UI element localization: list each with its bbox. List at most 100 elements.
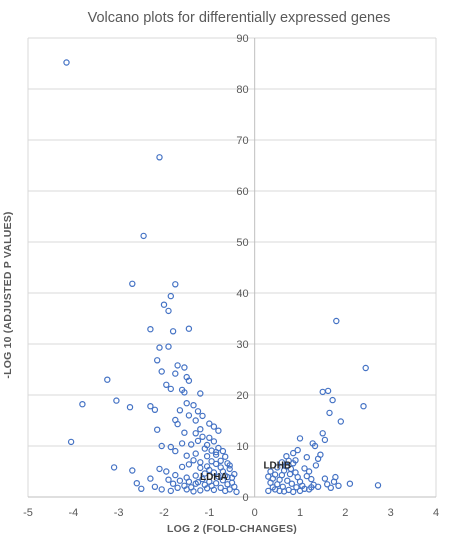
data-point bbox=[190, 402, 197, 409]
data-point bbox=[212, 460, 220, 468]
x-tick-label: -1 bbox=[204, 507, 214, 519]
data-point bbox=[206, 466, 213, 474]
data-point bbox=[278, 459, 286, 466]
gene-label: LDHB bbox=[263, 460, 291, 471]
data-point bbox=[138, 485, 145, 492]
data-point bbox=[360, 403, 367, 410]
data-point bbox=[362, 364, 369, 372]
data-point bbox=[174, 362, 181, 369]
data-point bbox=[290, 449, 297, 457]
y-tick-labels: 0 10 20 30 40 50 60 70 80 90 bbox=[236, 33, 248, 504]
data-point bbox=[133, 480, 140, 487]
data-point bbox=[181, 389, 188, 396]
data-point bbox=[221, 487, 229, 495]
data-point bbox=[274, 464, 281, 471]
data-point bbox=[156, 154, 163, 161]
data-point bbox=[187, 441, 195, 448]
data-point bbox=[212, 451, 220, 458]
data-point bbox=[301, 465, 308, 472]
data-point bbox=[335, 482, 342, 489]
y-tick-label: 50 bbox=[236, 237, 248, 249]
data-point bbox=[290, 488, 297, 496]
data-point bbox=[172, 370, 179, 377]
data-point bbox=[311, 442, 319, 450]
x-tick-label: 2 bbox=[342, 507, 348, 519]
data-point bbox=[324, 387, 332, 395]
data-point bbox=[172, 447, 179, 455]
data-point bbox=[167, 487, 174, 495]
x-axis-title: LOG 2 (FOLD-CHANGES) bbox=[167, 523, 297, 535]
data-point bbox=[215, 473, 222, 480]
data-point bbox=[181, 429, 188, 436]
data-point bbox=[197, 390, 204, 397]
data-point bbox=[199, 475, 206, 483]
y-tick-label: 60 bbox=[236, 186, 248, 198]
data-point bbox=[185, 377, 193, 384]
data-point bbox=[224, 473, 231, 481]
data-point bbox=[199, 412, 206, 420]
data-point bbox=[327, 484, 334, 491]
data-point bbox=[321, 436, 329, 444]
data-point bbox=[147, 326, 154, 333]
data-point bbox=[165, 476, 172, 483]
data-point bbox=[226, 465, 233, 473]
data-point bbox=[197, 487, 204, 494]
data-point bbox=[215, 427, 222, 434]
data-point bbox=[163, 381, 170, 388]
y-axis-title: -LOG 10 (ADJUSTED P VALUES) bbox=[2, 211, 14, 378]
data-point bbox=[293, 484, 300, 491]
data-point bbox=[163, 468, 170, 475]
data-point bbox=[183, 400, 190, 407]
data-point bbox=[140, 232, 147, 240]
data-point bbox=[178, 463, 186, 471]
data-point bbox=[203, 441, 211, 449]
data-point bbox=[265, 487, 272, 495]
data-point bbox=[284, 477, 291, 484]
data-point bbox=[208, 482, 215, 489]
data-point bbox=[181, 364, 188, 371]
data-point bbox=[158, 368, 165, 375]
x-tick-label: -2 bbox=[159, 507, 169, 519]
y-tick-label: 10 bbox=[236, 441, 248, 453]
y-tick-label: 30 bbox=[236, 339, 248, 351]
data-point bbox=[226, 462, 233, 469]
data-point bbox=[113, 397, 120, 404]
data-point bbox=[63, 59, 70, 66]
data-point bbox=[167, 443, 174, 451]
data-point bbox=[210, 423, 218, 430]
axes bbox=[28, 38, 436, 498]
data-point bbox=[185, 325, 193, 332]
data-point bbox=[165, 343, 172, 350]
data-point bbox=[212, 448, 220, 456]
y-tick-label: 0 bbox=[243, 492, 249, 504]
data-point bbox=[172, 281, 179, 288]
data-point bbox=[129, 280, 136, 287]
data-point bbox=[217, 484, 224, 491]
data-point bbox=[151, 406, 159, 413]
data-point bbox=[283, 453, 290, 460]
data-point bbox=[151, 483, 159, 490]
data-point bbox=[276, 487, 283, 495]
data-point bbox=[319, 430, 326, 437]
data-point bbox=[190, 488, 197, 495]
data-point bbox=[329, 396, 336, 404]
annotations: LDHA LDHB bbox=[200, 460, 291, 483]
data-point bbox=[217, 464, 224, 471]
x-tick-label: 3 bbox=[388, 507, 394, 519]
data-point bbox=[110, 464, 118, 471]
data-point bbox=[296, 487, 304, 495]
data-point bbox=[185, 478, 193, 485]
data-point bbox=[147, 475, 154, 482]
data-point bbox=[286, 470, 294, 478]
data-point bbox=[296, 435, 304, 442]
data-point bbox=[183, 486, 190, 493]
data-point bbox=[197, 459, 204, 466]
data-point bbox=[104, 376, 111, 383]
data-point bbox=[153, 426, 161, 433]
data-point bbox=[319, 388, 326, 396]
data-point bbox=[233, 488, 240, 496]
gridlines bbox=[27, 37, 437, 497]
gene-label: LDHA bbox=[200, 472, 228, 483]
data-point bbox=[314, 483, 322, 490]
